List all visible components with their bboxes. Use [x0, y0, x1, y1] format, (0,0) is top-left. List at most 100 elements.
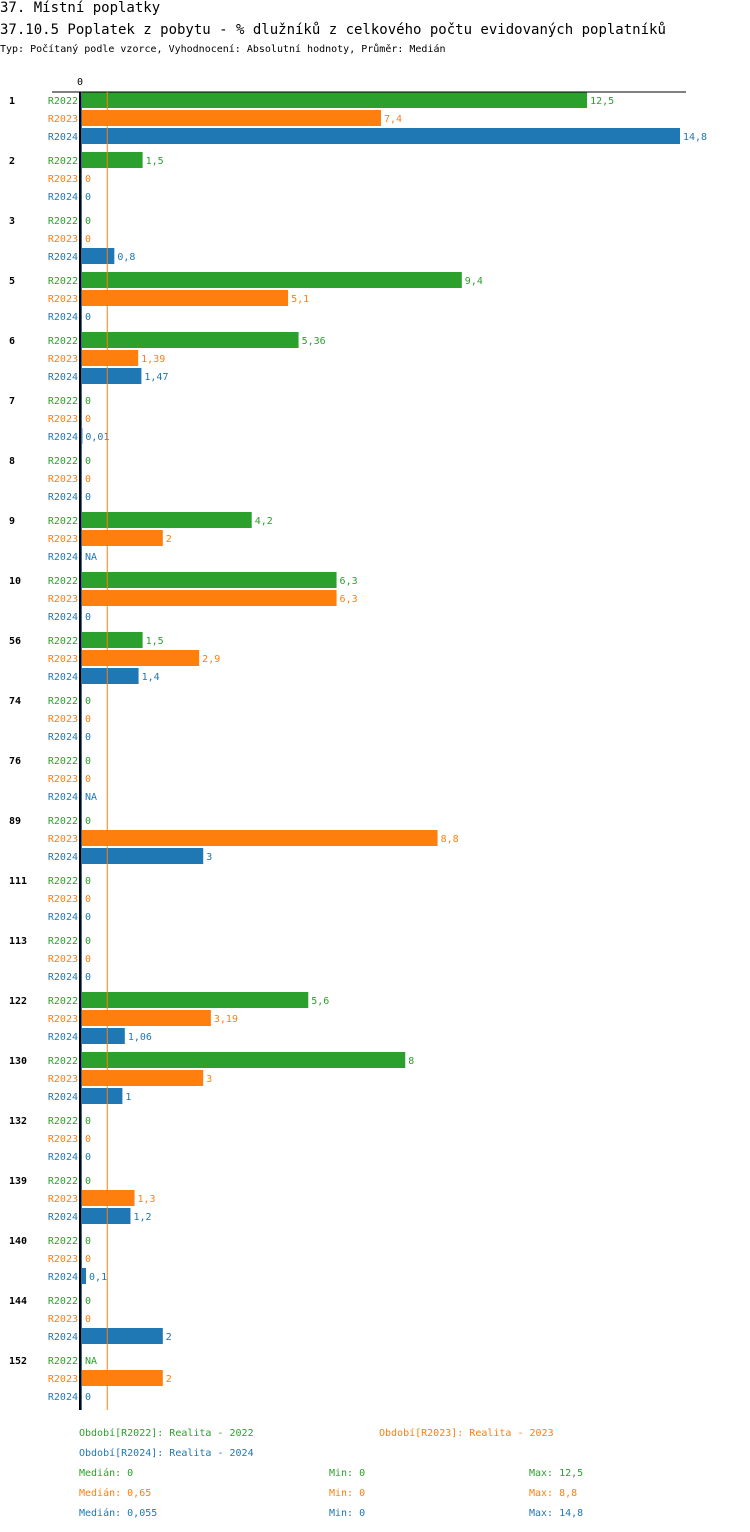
series-label: R2023 [48, 1074, 78, 1085]
series-label: R2022 [48, 456, 78, 467]
bar-r2022 [82, 1052, 406, 1068]
series-label: R2022 [48, 1116, 78, 1127]
series-label: R2024 [48, 912, 78, 923]
value-label: 0 [85, 456, 91, 467]
series-label: R2022 [48, 1056, 78, 1067]
series-label: R2023 [48, 1194, 78, 1205]
series-label: R2024 [48, 1392, 78, 1403]
series-label: R2022 [48, 96, 78, 107]
series-label: R2024 [48, 1152, 78, 1163]
category-label: 3 [9, 216, 15, 227]
series-label: R2024 [48, 972, 78, 983]
value-label: NA [85, 1356, 97, 1367]
category-label: 1 [9, 96, 15, 107]
series-label: R2022 [48, 996, 78, 1007]
bar-r2024 [82, 1028, 125, 1044]
value-label: 0 [85, 876, 91, 887]
category-label: 130 [9, 1056, 27, 1067]
series-label: R2022 [48, 1236, 78, 1247]
value-label: 6,3 [340, 576, 358, 587]
value-label: 0 [85, 492, 91, 503]
bar-r2023 [82, 530, 163, 546]
value-label: 0 [85, 912, 91, 923]
value-label: 12,5 [590, 96, 614, 107]
value-label: 0 [85, 972, 91, 983]
series-label: R2023 [48, 414, 78, 425]
bar-r2023 [82, 350, 139, 366]
value-label: 0 [85, 732, 91, 743]
category-label: 9 [9, 516, 15, 527]
value-label: 0,01 [85, 432, 109, 443]
bar-r2022 [82, 512, 252, 528]
stat-median-r2022: Medián: 0 [79, 1468, 134, 1479]
series-label: R2023 [48, 354, 78, 365]
stat-min-r2023: Min: 0 [329, 1488, 366, 1499]
value-label: 0,8 [117, 252, 135, 263]
category-label: 56 [9, 636, 21, 647]
category-label: 144 [9, 1296, 27, 1307]
value-label: 2 [166, 1374, 172, 1385]
series-label: R2023 [48, 234, 78, 245]
category-label: 140 [9, 1236, 27, 1247]
series-label: R2023 [48, 1314, 78, 1325]
legend-r2023: Období[R2023]: Realita - 2023 [379, 1428, 554, 1439]
bar-r2022 [82, 332, 299, 348]
value-label: 0 [85, 234, 91, 245]
series-label: R2023 [48, 1254, 78, 1265]
value-label: 3 [206, 1074, 212, 1085]
series-label: R2022 [48, 156, 78, 167]
value-label: 0,1 [89, 1272, 107, 1283]
series-label: R2024 [48, 1032, 78, 1043]
series-label: R2023 [48, 954, 78, 965]
category-label: 76 [9, 756, 21, 767]
value-label: 8,8 [441, 834, 459, 845]
series-label: R2022 [48, 1296, 78, 1307]
value-label: 1,39 [141, 354, 165, 365]
category-label: 152 [9, 1356, 27, 1367]
series-label: R2024 [48, 852, 78, 863]
series-label: R2023 [48, 714, 78, 725]
value-label: 0 [85, 696, 91, 707]
value-label: 0 [85, 612, 91, 623]
series-label: R2023 [48, 1134, 78, 1145]
bar-r2024 [82, 848, 204, 864]
value-label: 0 [85, 954, 91, 965]
stat-median-r2024: Medián: 0,055 [79, 1508, 158, 1519]
series-label: R2024 [48, 372, 78, 383]
series-label: R2023 [48, 1014, 78, 1025]
value-label: NA [85, 792, 97, 803]
series-label: R2022 [48, 636, 78, 647]
series-label: R2024 [48, 492, 78, 503]
series-label: R2024 [48, 1332, 78, 1343]
category-label: 2 [9, 156, 15, 167]
series-label: R2024 [48, 552, 78, 563]
series-label: R2023 [48, 1374, 78, 1385]
series-label: R2023 [48, 174, 78, 185]
stat-max-r2023: Max: 8,8 [529, 1488, 578, 1499]
series-label: R2024 [48, 792, 78, 803]
value-label: 1,4 [142, 672, 160, 683]
series-label: R2022 [48, 1176, 78, 1187]
bar-r2024 [82, 1268, 87, 1284]
value-label: 1,47 [144, 372, 168, 383]
value-label: 1,5 [146, 636, 164, 647]
bar-r2024 [82, 248, 115, 264]
series-label: R2022 [48, 696, 78, 707]
bar-r2022 [82, 632, 143, 648]
series-label: R2024 [48, 192, 78, 203]
value-label: 1,5 [146, 156, 164, 167]
value-label: 0 [85, 1314, 91, 1325]
bar-r2023 [82, 110, 381, 126]
value-label: 2,9 [202, 654, 220, 665]
series-label: R2023 [48, 894, 78, 905]
bar-r2024 [82, 368, 142, 384]
bar-r2024 [82, 1208, 131, 1224]
value-label: 8 [408, 1056, 414, 1067]
value-label: 0 [85, 1296, 91, 1307]
series-label: R2024 [48, 312, 78, 323]
value-label: 5,6 [311, 996, 329, 1007]
bar-r2022 [82, 92, 588, 108]
bar-r2024 [82, 668, 139, 684]
series-label: R2024 [48, 732, 78, 743]
legend-r2022: Období[R2022]: Realita - 2022 [79, 1428, 254, 1439]
